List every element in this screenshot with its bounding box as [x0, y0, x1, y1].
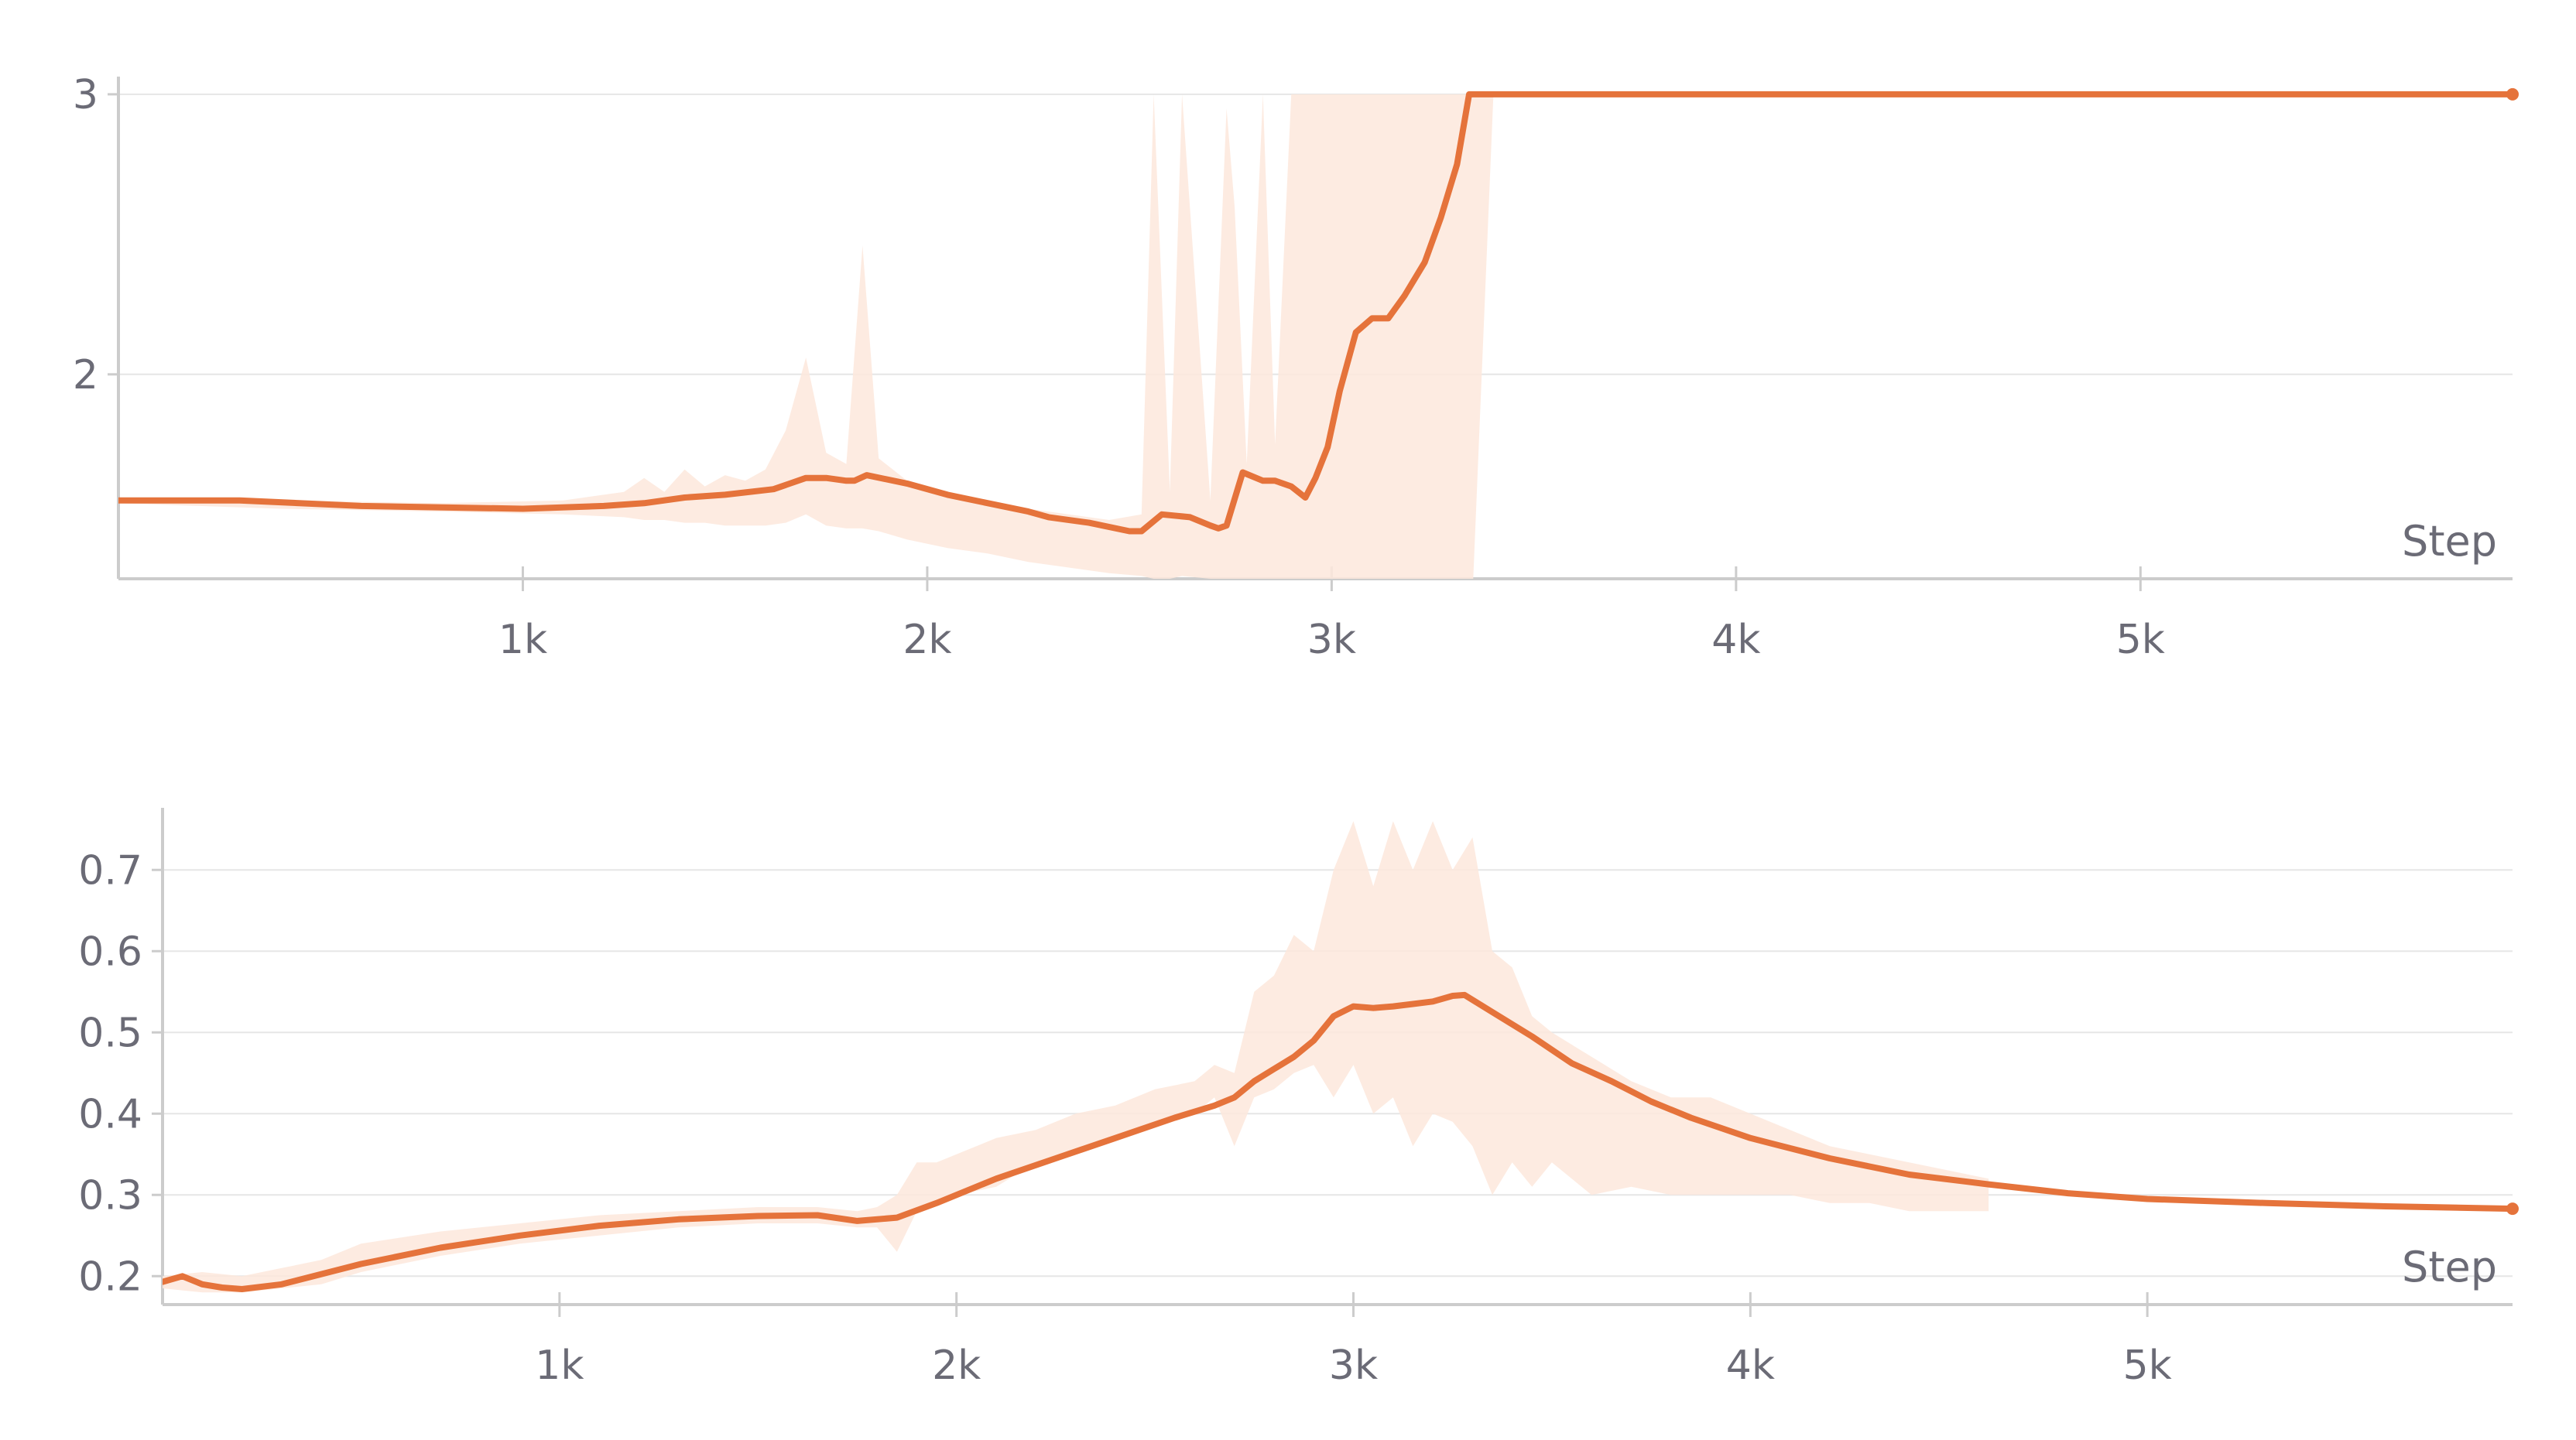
x-tick-label: 1k: [498, 617, 547, 663]
x-axis-label: Step: [2402, 1243, 2497, 1291]
chart-panel-bottom: 0.2 0.3 0.4 0.5 0.6 0.7 1k 2k 3k 4k 5k Step: [0, 727, 2576, 1436]
y-tick-label: 0.7: [78, 847, 142, 894]
y-tick-label: 2: [73, 352, 98, 398]
x-tick-label: 4k: [1726, 1343, 1775, 1389]
y-tick-label: 0.4: [78, 1091, 142, 1137]
series-end-point: [2506, 1202, 2519, 1216]
y-tick-label: 0.6: [78, 929, 142, 975]
x-tick-label: 4k: [1711, 617, 1760, 663]
chart-top: 2 3 1k 2k 3k 4k 5k Step: [73, 72, 2519, 663]
x-tick-label: 2k: [903, 617, 951, 663]
chart-bottom: 0.2 0.3 0.4 0.5 0.6 0.7 1k 2k 3k 4k 5k Step: [78, 808, 2519, 1389]
x-tick-label: 3k: [1307, 617, 1356, 663]
y-tick-label: 0.2: [78, 1254, 142, 1300]
chart-panel-top: 2 3 1k 2k 3k 4k 5k Step: [0, 0, 2576, 696]
y-tick-label: 3: [73, 72, 98, 118]
raw-value-band: [163, 821, 1989, 1293]
x-tick-label: 5k: [2123, 1343, 2172, 1389]
series-end-point: [2506, 87, 2519, 101]
x-tick-label: 1k: [535, 1343, 584, 1389]
y-tick-label: 0.3: [78, 1172, 142, 1219]
raw-value-band: [118, 94, 1534, 579]
x-tick-label: 3k: [1329, 1343, 1378, 1389]
x-tick-label: 5k: [2116, 617, 2165, 663]
y-tick-label: 0.5: [78, 1010, 142, 1056]
smoothed-series-line: [118, 91, 2513, 535]
x-tick-label: 2k: [932, 1343, 981, 1389]
x-axis-label: Step: [2402, 517, 2497, 566]
smoothed-series-line: [163, 991, 2513, 1292]
